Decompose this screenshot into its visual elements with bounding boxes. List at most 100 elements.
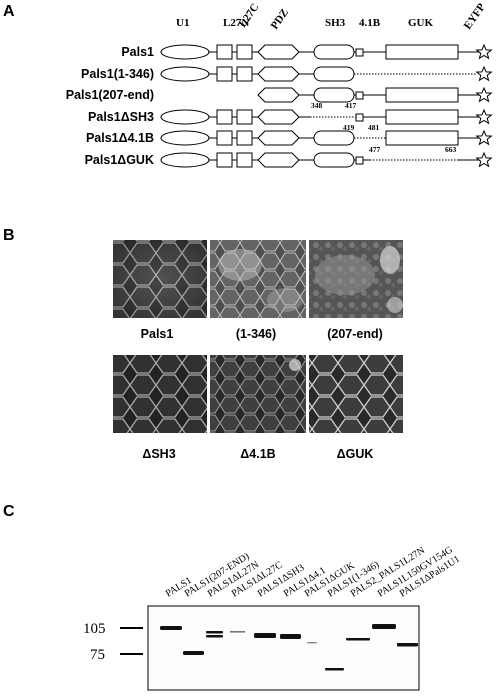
- size-markers: 105 75: [83, 621, 143, 663]
- micrograph-delta-4-1b: [210, 355, 306, 433]
- 4-1b-domain: [355, 48, 364, 57]
- micrograph-labels-row2: ΔSH3 Δ4.1B ΔGUK: [142, 447, 373, 461]
- l27c-domain: [236, 44, 253, 60]
- eyfp-star: [475, 151, 493, 168]
- sh3-domain: [313, 152, 355, 168]
- pdz-domain: [257, 152, 300, 168]
- 4-1b-domain: [355, 113, 364, 122]
- eyfp-star: [475, 129, 493, 146]
- sh3-domain: [313, 66, 355, 82]
- construct-label: Pals1ΔGUK: [85, 153, 154, 167]
- micrograph-delta-sh3: [113, 355, 207, 433]
- micrograph-label: Pals1: [141, 327, 174, 341]
- guk-domain: [385, 130, 459, 146]
- l27n-domain: [216, 152, 233, 168]
- band-pals1: [160, 626, 182, 630]
- eyfp-star: [475, 86, 493, 103]
- u1-domain: [160, 44, 210, 60]
- micrograph-labels-row1: Pals1 (1-346) (207-end): [141, 327, 383, 341]
- eyfp-star: [475, 108, 493, 125]
- domain-label-l27c: L27C: [237, 1, 262, 29]
- l27n-domain: [216, 66, 233, 82]
- construct-row-1-346: [160, 65, 493, 82]
- micrograph-label: ΔSH3: [142, 447, 175, 461]
- micrograph-1-346: [210, 240, 306, 318]
- band-delta-sh3: [254, 633, 276, 638]
- pdz-domain: [257, 109, 300, 125]
- micrograph-label: (1-346): [236, 327, 276, 341]
- deletion-start-number: 477: [369, 145, 381, 154]
- u1-domain: [160, 66, 210, 82]
- construct-row-delta-sh3: [160, 108, 493, 125]
- micrograph-delta-guk: [309, 355, 403, 433]
- micrograph-label: (207-end): [327, 327, 383, 341]
- band-delta-guk: [325, 668, 344, 671]
- panel-c-label: C: [3, 503, 15, 520]
- deletion-start-number: 419: [343, 123, 355, 132]
- band-207-end: [183, 651, 204, 655]
- deletion-end-number: 663: [445, 145, 457, 154]
- micrograph-207-end: [309, 240, 403, 318]
- pdz-domain: [257, 130, 300, 146]
- domain-label-4-1b: 4.1B: [359, 17, 381, 29]
- band-delta-l27c: [230, 631, 245, 633]
- guk-domain: [385, 109, 459, 125]
- band-delta-pals1u1: [397, 643, 418, 647]
- band-delta-l27n-lower: [206, 635, 223, 638]
- pdz-domain: [257, 66, 300, 82]
- sh3-domain: [313, 44, 355, 60]
- construct-label: Pals1ΔSH3: [88, 110, 154, 124]
- l27c-domain: [236, 109, 253, 125]
- construct-row-delta-guk: [160, 151, 493, 168]
- u1-domain: [160, 130, 210, 146]
- domain-label-pdz: PDZ: [269, 7, 291, 32]
- panel-b-label: B: [3, 227, 15, 244]
- panel-a-label: A: [3, 3, 15, 20]
- construct-label: Pals1(1-346): [81, 67, 154, 81]
- micrograph-label: Δ4.1B: [240, 447, 275, 461]
- deletion-end-number: 481: [368, 123, 380, 132]
- deletion-start-number: 348: [311, 101, 323, 110]
- lane-labels: PALS1 PALS1(207-END) PALS1ΔL27N PALS1ΔL2…: [164, 544, 462, 599]
- domain-headers: U1 L27N L27C PDZ SH3 4.1B GUK EYFP: [176, 1, 488, 32]
- western-blot: [147, 605, 420, 691]
- l27c-domain: [236, 152, 253, 168]
- l27n-domain: [216, 130, 233, 146]
- u1-domain: [160, 152, 210, 168]
- domain-label-l27n: L27N: [223, 17, 249, 29]
- blot-bands: [160, 624, 418, 671]
- pdz-domain: [257, 87, 300, 103]
- construct-label: Pals1(207-end): [66, 88, 154, 102]
- eyfp-star: [475, 43, 493, 60]
- domain-label-eyfp: EYFP: [462, 1, 488, 32]
- l27n-domain: [216, 44, 233, 60]
- sh3-domain: [313, 87, 355, 103]
- l27c-domain: [236, 130, 253, 146]
- band-delta-4-1: [280, 634, 301, 639]
- construct-label: Pals1: [121, 45, 154, 59]
- l27n-domain: [216, 109, 233, 125]
- domain-label-guk: GUK: [408, 17, 434, 29]
- construct-row-delta-4-1b: [160, 129, 493, 146]
- guk-domain: [385, 87, 459, 103]
- band-delta-guk-faint: [307, 642, 317, 644]
- domain-label-u1: U1: [176, 17, 189, 29]
- domain-label-sh3: SH3: [325, 17, 346, 29]
- construct-labels: Pals1 Pals1(1-346) Pals1(207-end) Pals1Δ…: [66, 45, 154, 167]
- eyfp-star: [475, 65, 493, 82]
- construct-label: Pals1Δ4.1B: [86, 131, 154, 145]
- pdz-domain: [257, 44, 300, 60]
- band-pals2-pals1l27n: [372, 624, 396, 629]
- band-delta-l27n: [206, 631, 223, 634]
- guk-domain: [385, 44, 459, 60]
- band-1-346: [346, 638, 370, 641]
- construct-row-pals1: [160, 43, 493, 60]
- deletion-end-number: 417: [345, 101, 357, 110]
- marker-label-75: 75: [90, 647, 105, 663]
- sh3-domain: [313, 130, 355, 146]
- 4-1b-domain: [355, 156, 364, 165]
- micrograph-pals1: [113, 240, 207, 318]
- l27c-domain: [236, 66, 253, 82]
- marker-label-105: 105: [83, 621, 106, 637]
